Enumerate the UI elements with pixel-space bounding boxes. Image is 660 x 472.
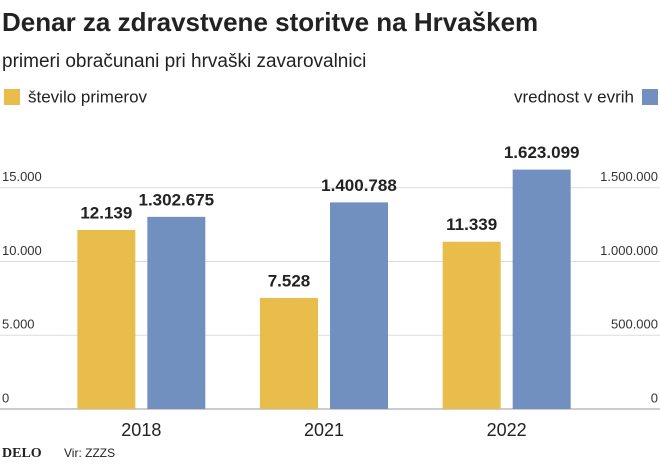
y2-tick-label: 1.000.000 [600, 243, 658, 258]
logo: DELO [2, 446, 42, 461]
bar [442, 241, 501, 409]
value-label: 11.339 [446, 215, 497, 234]
legend-swatch [642, 89, 658, 105]
legend-label: vrednost v evrih [514, 87, 634, 106]
value-label: 1.400.788 [321, 176, 397, 195]
value-label: 12.139 [80, 203, 132, 222]
x-tick-label: 2018 [121, 420, 161, 440]
value-label: 1.623.099 [504, 143, 580, 162]
legend-label: število primerov [28, 87, 148, 106]
value-label: 1.302.675 [139, 190, 215, 209]
y2-tick-label: 1.500.000 [600, 169, 658, 184]
y2-tick-label: 0 [651, 390, 658, 405]
y2-tick-label: 500.000 [611, 317, 658, 332]
bar [260, 297, 318, 409]
y-tick-label: 0 [2, 390, 9, 405]
legend-swatch [4, 89, 20, 105]
bar [512, 169, 571, 409]
bar [77, 229, 136, 409]
bar [147, 216, 206, 409]
y-tick-label: 15.000 [2, 169, 42, 184]
chart-subtitle: primeri obračunani pri hrvaški zavaroval… [2, 51, 366, 72]
y-tick-label: 10.000 [2, 243, 42, 258]
source: Vir: ZZZS [64, 446, 115, 460]
x-tick-label: 2022 [487, 420, 527, 440]
y-tick-label: 5.000 [2, 317, 35, 332]
chart-title: Denar za zdravstvene storitve na Hrvaške… [2, 7, 538, 37]
bar [330, 202, 388, 409]
x-tick-label: 2021 [304, 420, 344, 440]
value-label: 7.528 [268, 271, 311, 290]
